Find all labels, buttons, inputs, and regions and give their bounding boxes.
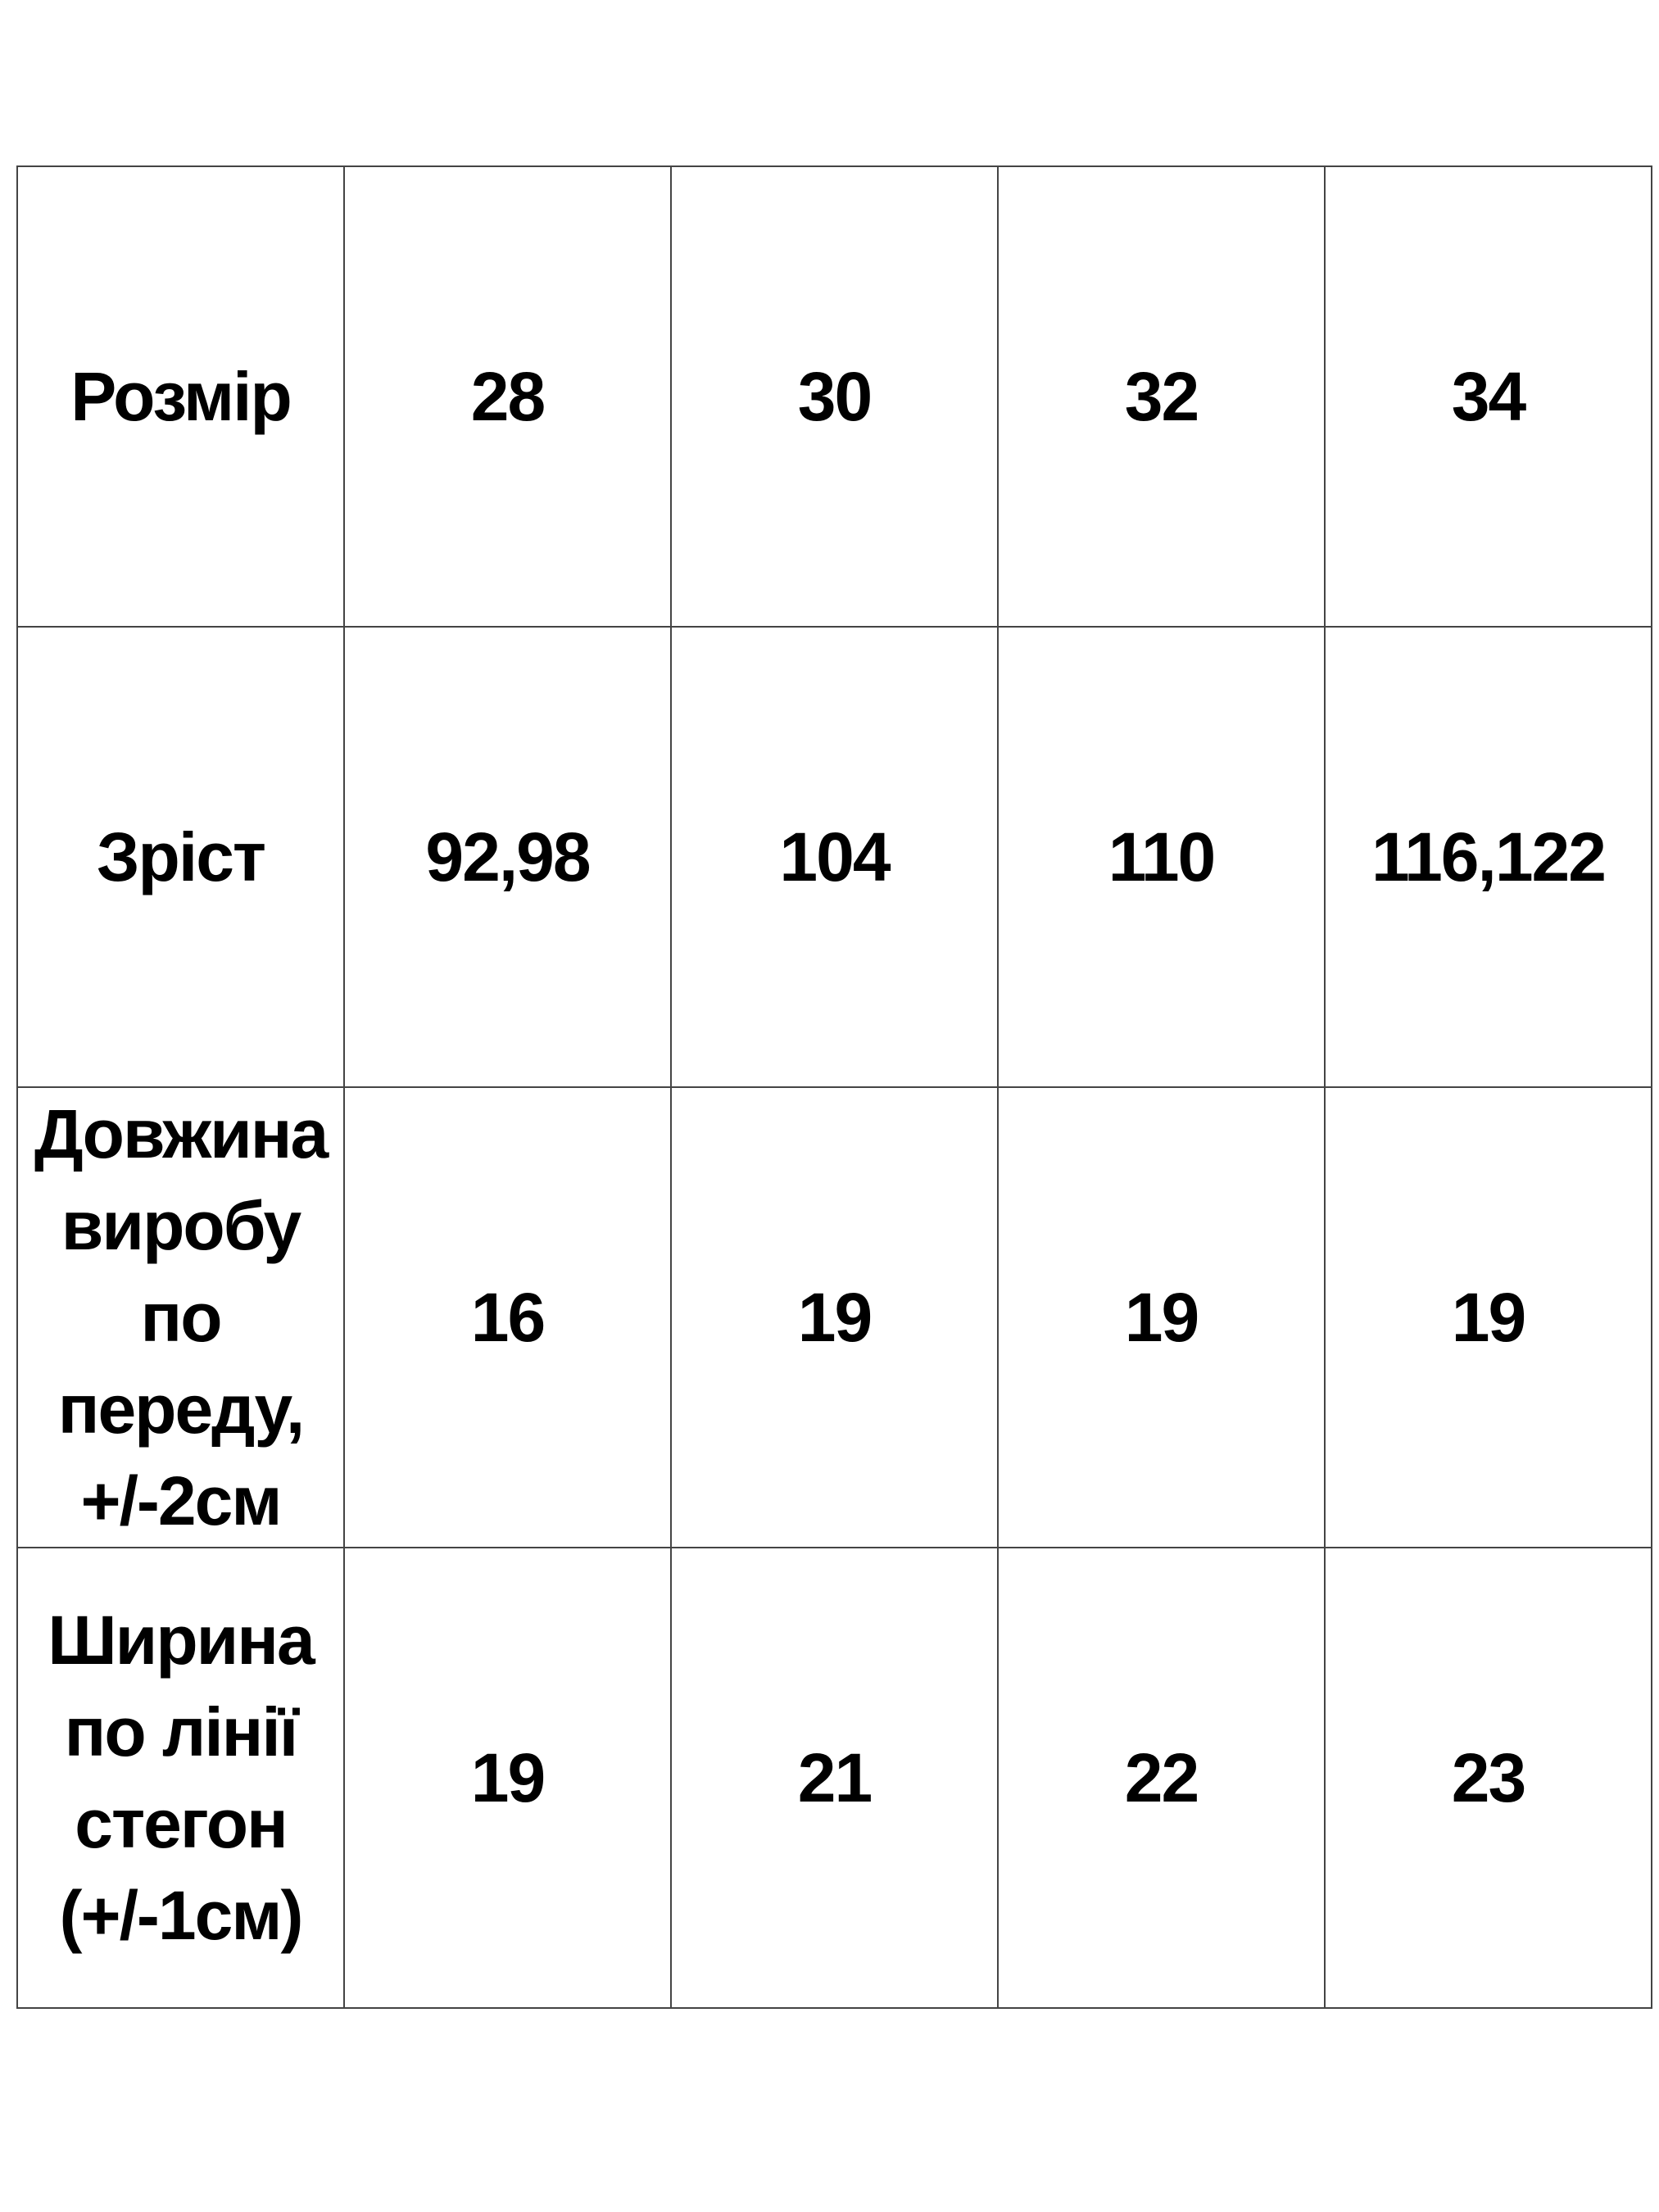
size-chart-table: Розмір 28 30 32 34 Зріст 92,98 104 110 116,122 Дов… <box>16 165 1652 2009</box>
table-row: Ширина по лінії стегон (+/-1см) 19 21 22 23 <box>16 1547 1652 2009</box>
table-cell: 110 <box>997 626 1326 1088</box>
table-cell: 28 <box>343 165 672 628</box>
table-cell: 32 <box>997 165 1326 628</box>
row-label: Довжина виробу по переду, +/-2см <box>16 1086 345 1548</box>
table-cell: 21 <box>670 1547 999 2009</box>
table-row: Розмір 28 30 32 34 <box>16 165 1652 628</box>
table-cell: 19 <box>1324 1086 1652 1548</box>
table-cell: 116,122 <box>1324 626 1652 1088</box>
table-cell: 104 <box>670 626 999 1088</box>
table-cell: 19 <box>343 1547 672 2009</box>
table-cell: 34 <box>1324 165 1652 628</box>
row-label: Зріст <box>16 626 345 1088</box>
table-row: Зріст 92,98 104 110 116,122 <box>16 626 1652 1088</box>
table-cell: 19 <box>997 1086 1326 1548</box>
table-row: Довжина виробу по переду, +/-2см 16 19 19 19 <box>16 1086 1652 1548</box>
table-cell: 23 <box>1324 1547 1652 2009</box>
table-cell: 19 <box>670 1086 999 1548</box>
table-cell: 92,98 <box>343 626 672 1088</box>
row-label: Ширина по лінії стегон (+/-1см) <box>16 1547 345 2009</box>
table-cell: 22 <box>997 1547 1326 2009</box>
table-cell: 16 <box>343 1086 672 1548</box>
table-cell: 30 <box>670 165 999 628</box>
row-label: Розмір <box>16 165 345 628</box>
